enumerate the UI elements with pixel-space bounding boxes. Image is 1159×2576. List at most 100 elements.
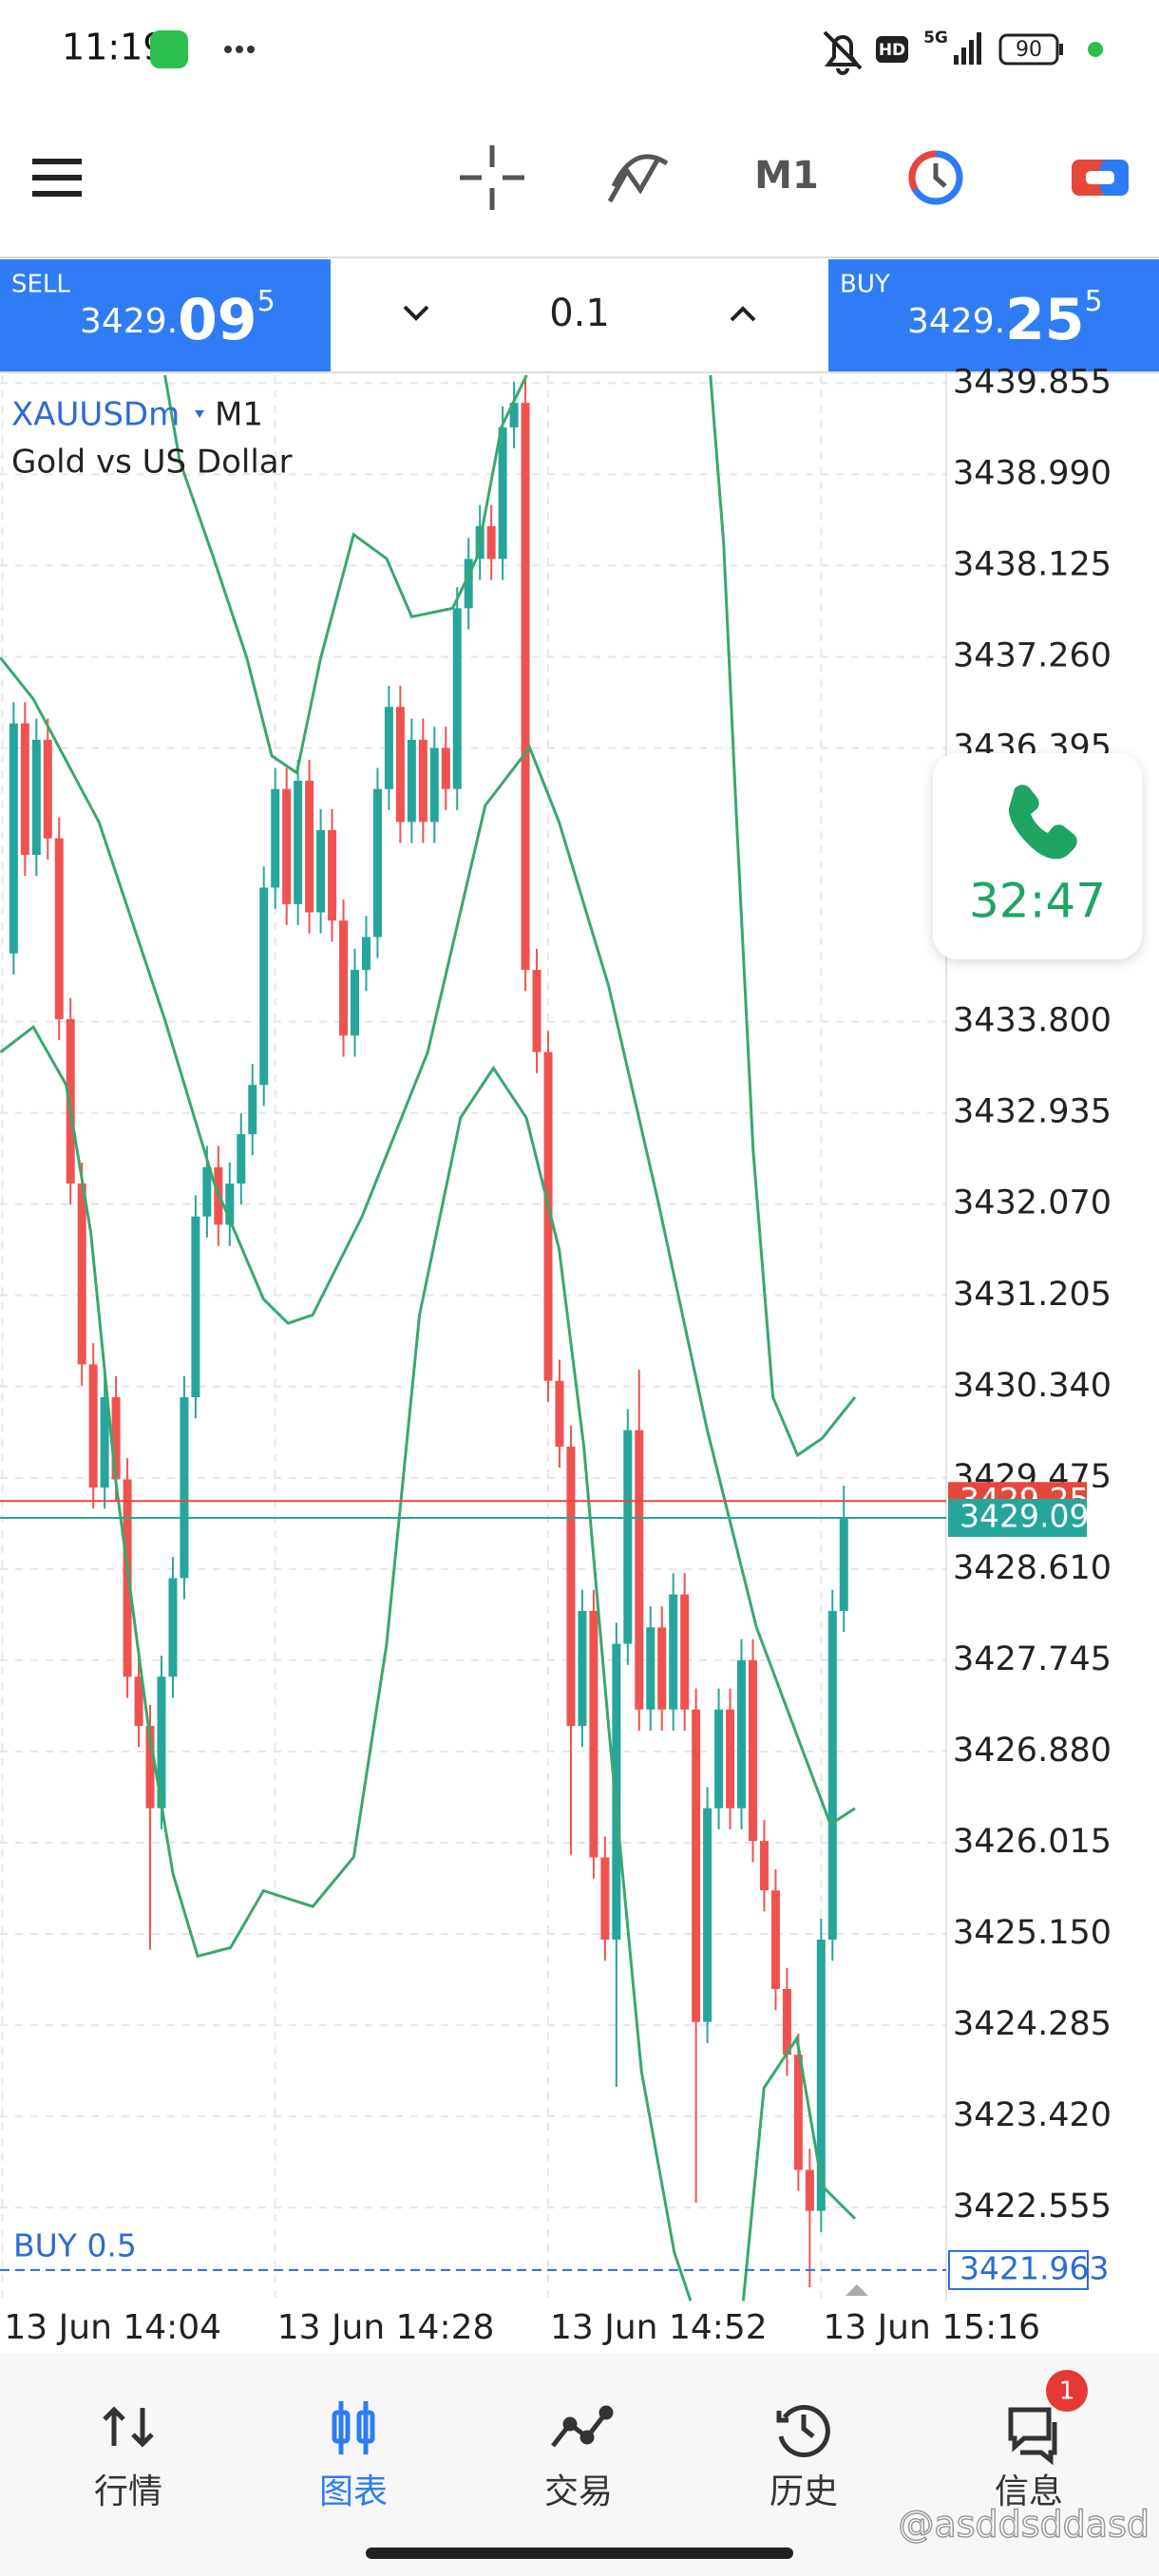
- phone-icon: [1008, 785, 1077, 860]
- sell-price: 3429.095: [80, 285, 276, 353]
- candle-body: [680, 1594, 690, 1710]
- nav-icon[interactable]: [776, 2404, 830, 2457]
- nav-icon[interactable]: [332, 2401, 375, 2454]
- description: Gold vs US Dollar: [11, 444, 293, 482]
- y-tick-label: 3432.935: [953, 1093, 1112, 1131]
- candle-body: [407, 739, 416, 823]
- candle-body: [793, 2055, 803, 2170]
- trade-icon-dot: [580, 2430, 595, 2445]
- candle-body: [635, 1430, 644, 1710]
- network-label: 5G: [923, 28, 948, 47]
- indicator-line: [0, 1024, 693, 2301]
- badge: [1046, 2370, 1088, 2412]
- trade-icon-line: [551, 2411, 608, 2448]
- status-bar: 11:19 HD 5G 90: [62, 27, 1103, 75]
- call-timer: 32:47: [969, 874, 1106, 929]
- signal-bar: [954, 55, 959, 65]
- x-tick-label: 13 Jun 14:52: [550, 2308, 768, 2347]
- candle-body: [202, 1166, 212, 1217]
- candle-body: [646, 1627, 656, 1710]
- nav-icon[interactable]: [103, 2406, 154, 2448]
- candle-body: [612, 1643, 621, 1941]
- mute-icon: [823, 30, 863, 75]
- candle-body: [111, 1397, 121, 1480]
- candle-body: [543, 1051, 553, 1381]
- candle-body: [351, 970, 359, 1036]
- chart-header: XAUUSDm M1 Gold vs US Dollar: [11, 396, 293, 482]
- chart-icon-wick: [338, 2401, 369, 2454]
- candle-body: [623, 1430, 633, 1644]
- x-tick-label: 13 Jun 14:28: [277, 2308, 495, 2347]
- candle-body: [43, 739, 52, 839]
- more-dot: [224, 46, 232, 53]
- toolbar: M1: [0, 145, 1159, 258]
- candle-body: [429, 748, 439, 823]
- candle-body: [816, 1940, 826, 2211]
- buy-price-main: 3429.: [907, 302, 1005, 341]
- crosshair-button[interactable]: [460, 145, 524, 210]
- symbol: XAUUSDm: [11, 396, 180, 434]
- candle-body: [157, 1676, 166, 1809]
- clock-hand: [933, 163, 947, 188]
- menu-button[interactable]: [32, 159, 82, 197]
- messages-icon: [1008, 2407, 1052, 2453]
- candle-body: [225, 1184, 235, 1225]
- candle-body: [759, 1841, 769, 1891]
- volume-up[interactable]: [730, 306, 756, 322]
- trade-icon-dot: [598, 2405, 614, 2420]
- candle-body: [180, 1397, 189, 1579]
- nav-icon[interactable]: [1008, 2407, 1057, 2466]
- candle-body: [703, 1808, 712, 2022]
- signal-bar: [961, 47, 966, 65]
- candle-body: [726, 1709, 735, 1809]
- call-card[interactable]: [933, 753, 1142, 959]
- chart-icon-body: [356, 2410, 375, 2444]
- candle-body: [77, 1184, 86, 1365]
- candle-body: [66, 1018, 75, 1184]
- trade-button-inner: [1086, 171, 1114, 184]
- candle-body: [521, 403, 530, 971]
- candle-body: [452, 608, 462, 789]
- more-dot: [247, 46, 255, 53]
- wechat-icon: [150, 30, 188, 68]
- candle-body: [328, 829, 337, 921]
- bid-label: 3429.095: [960, 1498, 1109, 1535]
- y-tick-label: 3423.420: [953, 2096, 1112, 2134]
- position-price: 3421.963: [960, 2249, 1109, 2286]
- y-tick-label: 3426.880: [953, 1732, 1112, 1770]
- candle-body: [145, 1726, 155, 1809]
- trade-icon-dot: [562, 2416, 578, 2432]
- candle-body: [714, 1709, 724, 1809]
- buy-button[interactable]: [828, 259, 1159, 371]
- battery: [998, 33, 1059, 66]
- call-widget[interactable]: 32:47: [933, 753, 1142, 959]
- nav-label[interactable]: 交易: [544, 2472, 613, 2511]
- indicator-line: [163, 375, 528, 776]
- axes: 3439.8553438.9903438.1253437.2603436.395…: [4, 363, 1112, 2347]
- candle-body: [839, 1518, 848, 1611]
- timeframe-button[interactable]: M1: [754, 154, 819, 198]
- candle-body: [589, 1610, 598, 1858]
- volume[interactable]: 0.1: [549, 292, 610, 335]
- nav-label[interactable]: 图表: [319, 2472, 388, 2511]
- messages-icon-back: [1020, 2422, 1057, 2466]
- y-tick-label: 3433.800: [953, 1002, 1112, 1040]
- nav-label[interactable]: 信息: [995, 2472, 1063, 2511]
- signal-bar: [969, 40, 974, 65]
- buy-price: 3429.255: [907, 285, 1103, 353]
- candle-body: [509, 403, 519, 427]
- y-tick-label: 3431.205: [953, 1276, 1112, 1314]
- symbol-dropdown[interactable]: [195, 410, 204, 418]
- indicator-button[interactable]: [607, 154, 669, 203]
- volume-down[interactable]: [403, 305, 429, 321]
- nav-icon[interactable]: [551, 2405, 614, 2448]
- sell-button[interactable]: [0, 259, 331, 371]
- candle-body: [305, 781, 314, 913]
- candle-body: [395, 707, 405, 823]
- candle-body: [248, 1085, 257, 1135]
- timeframe: M1: [215, 396, 263, 434]
- nav-label[interactable]: 历史: [770, 2472, 838, 2511]
- nav-labels: 行情 图表 交易 历史 信息: [94, 2472, 1063, 2511]
- candle-body: [578, 1610, 587, 1727]
- nav-label[interactable]: 行情: [94, 2472, 162, 2511]
